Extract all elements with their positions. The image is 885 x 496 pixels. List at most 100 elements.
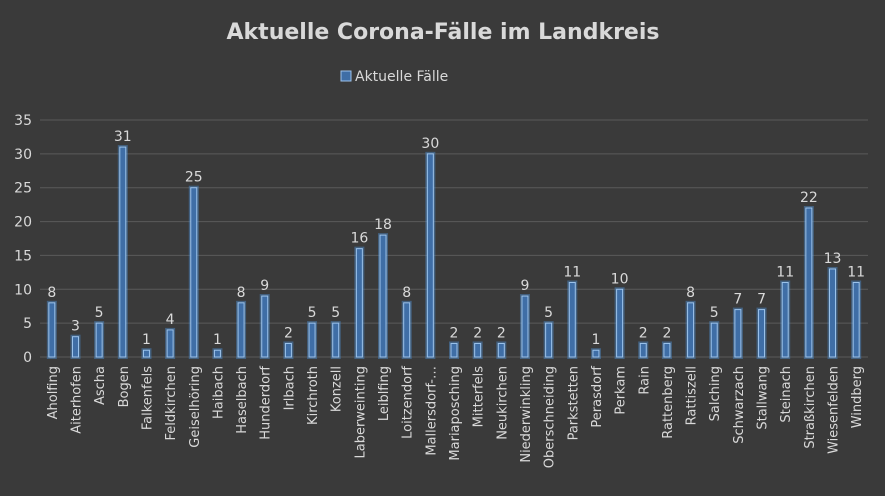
category-label: Aiterhofen — [69, 366, 84, 434]
bar — [592, 349, 600, 358]
category-label: Laberweinting — [353, 366, 368, 459]
bar — [355, 248, 363, 358]
bar — [474, 342, 482, 358]
data-label: 2 — [497, 325, 506, 341]
category-label: Loitzendorf — [401, 366, 416, 439]
data-label: 16 — [350, 231, 368, 247]
legend-label: Aktuelle Fälle — [355, 69, 448, 85]
data-label: 2 — [473, 325, 482, 341]
y-tick-label: 20 — [14, 215, 32, 231]
bar — [687, 302, 695, 358]
gridlines — [40, 119, 868, 358]
bar — [190, 187, 198, 358]
category-label: Falkenfels — [140, 366, 155, 430]
bar — [284, 342, 292, 358]
chart-title: Aktuelle Corona-Fälle im Landkreis — [227, 20, 660, 45]
category-label: Parkstetten — [566, 366, 581, 440]
bar — [710, 322, 718, 358]
category-label: Perasdorf — [590, 366, 605, 428]
bar — [308, 322, 316, 358]
category-label: Konzell — [330, 366, 345, 412]
category-label: Schwarzach — [732, 366, 747, 444]
data-label: 22 — [800, 190, 818, 206]
bar — [450, 342, 458, 358]
bar — [142, 349, 150, 358]
y-tick-label: 25 — [14, 181, 32, 197]
data-label: 5 — [544, 305, 553, 321]
bar — [639, 342, 647, 358]
bar — [379, 234, 387, 358]
data-label: 2 — [450, 325, 459, 341]
data-label: 5 — [308, 305, 317, 321]
category-label: Straßkirchen — [803, 366, 818, 449]
bar — [119, 146, 127, 358]
bar — [545, 322, 553, 358]
data-label: 1 — [213, 332, 222, 348]
data-label: 11 — [847, 265, 865, 281]
bar — [805, 207, 813, 358]
data-label: 11 — [776, 265, 794, 281]
category-label: Salching — [708, 366, 723, 421]
category-label: Geiselhöring — [188, 366, 203, 448]
y-tick-label: 10 — [14, 282, 32, 298]
bar — [403, 302, 411, 358]
bar — [237, 302, 245, 358]
data-label: 13 — [824, 251, 842, 267]
category-label: Feldkirchen — [164, 366, 179, 440]
category-label: Niederwinkling — [519, 366, 534, 463]
y-axis-ticks: 0 5 10 15 20 25 30 35 — [14, 113, 32, 366]
bar — [166, 329, 174, 358]
bar — [426, 153, 434, 358]
category-label: Perkam — [614, 366, 629, 415]
y-tick-label: 0 — [23, 350, 32, 366]
category-label: Leiblfing — [377, 366, 392, 421]
data-label: 5 — [331, 305, 340, 321]
data-label: 2 — [284, 325, 293, 341]
data-label: 2 — [639, 325, 648, 341]
category-label: Mallersdorf-… — [424, 366, 439, 456]
data-label: 7 — [757, 292, 766, 308]
data-label: 8 — [47, 285, 56, 301]
category-label: Haselbach — [235, 366, 250, 434]
bar — [758, 309, 766, 358]
category-label: Oberschneiding — [543, 366, 558, 468]
data-label: 5 — [710, 305, 719, 321]
category-label: Mariaposching — [448, 366, 463, 461]
bars — [46, 145, 862, 360]
category-label: Haibach — [211, 366, 226, 419]
bar — [497, 342, 505, 358]
bar — [95, 322, 103, 358]
category-label: Irlbach — [282, 366, 297, 410]
category-label: Steinach — [779, 366, 794, 423]
category-label: Aholfing — [46, 366, 61, 419]
data-label: 9 — [260, 278, 269, 294]
data-label: 8 — [686, 285, 695, 301]
category-label: Rattenberg — [661, 366, 676, 439]
data-label: 1 — [142, 332, 151, 348]
data-label: 2 — [662, 325, 671, 341]
bar — [71, 336, 79, 358]
data-label: 11 — [563, 265, 581, 281]
category-label: Wiesenfelden — [827, 366, 842, 454]
data-label: 31 — [114, 129, 132, 145]
data-label: 7 — [733, 292, 742, 308]
data-label: 5 — [95, 305, 104, 321]
bar — [213, 349, 221, 358]
bar — [781, 282, 789, 358]
legend-swatch — [340, 70, 352, 82]
category-label: Rattiszell — [685, 366, 700, 425]
data-label: 25 — [185, 170, 203, 186]
bar — [734, 309, 742, 358]
y-tick-label: 15 — [14, 248, 32, 264]
data-label: 9 — [521, 278, 530, 294]
category-label: Mitterfels — [472, 366, 487, 428]
category-label: Stallwang — [756, 366, 771, 430]
bar — [568, 282, 576, 358]
data-label: 10 — [611, 271, 629, 287]
data-label: 4 — [166, 312, 175, 328]
bar — [521, 295, 529, 358]
category-label: Bogen — [117, 366, 132, 407]
bar — [616, 288, 624, 358]
bar — [261, 295, 269, 358]
